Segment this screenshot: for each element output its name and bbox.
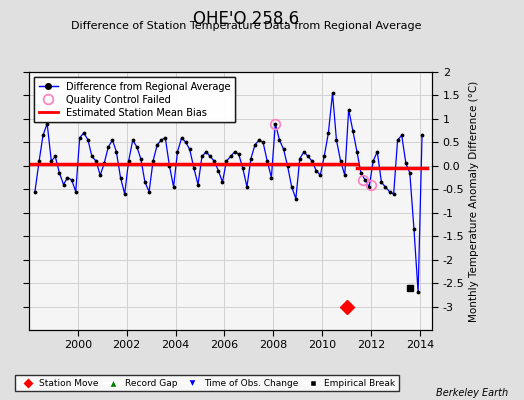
Y-axis label: Monthly Temperature Anomaly Difference (°C): Monthly Temperature Anomaly Difference (… — [468, 80, 478, 322]
Legend: Difference from Regional Average, Quality Control Failed, Estimated Station Mean: Difference from Regional Average, Qualit… — [34, 77, 235, 122]
Text: Difference of Station Temperature Data from Regional Average: Difference of Station Temperature Data f… — [71, 21, 421, 31]
Text: Berkeley Earth: Berkeley Earth — [436, 388, 508, 398]
Text: OHE'O 258.6: OHE'O 258.6 — [193, 10, 299, 28]
Legend: Station Move, Record Gap, Time of Obs. Change, Empirical Break: Station Move, Record Gap, Time of Obs. C… — [15, 375, 399, 392]
